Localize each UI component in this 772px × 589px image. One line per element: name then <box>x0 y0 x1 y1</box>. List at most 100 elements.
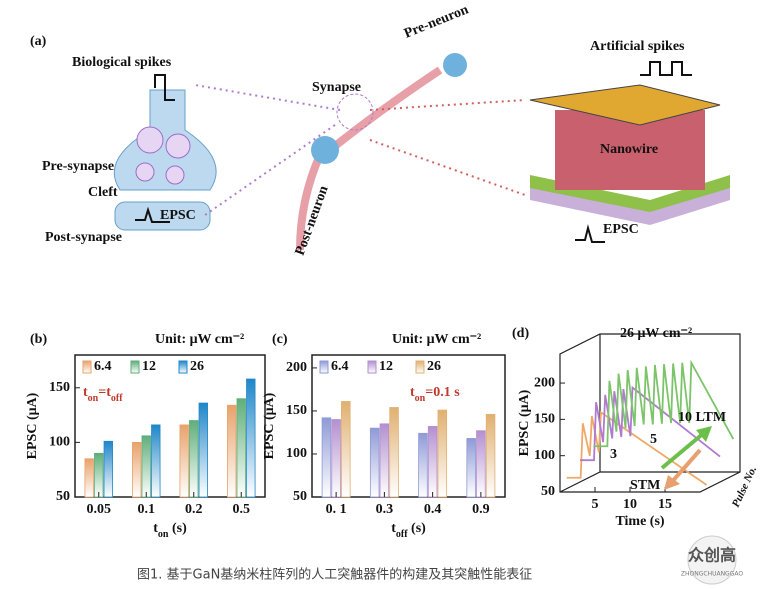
vesicle <box>165 133 191 159</box>
spike-icon <box>154 74 175 101</box>
y-axis-label: EPSC (μA) <box>25 392 40 459</box>
annotation: 3 <box>610 447 617 462</box>
legend-label: 12 <box>379 359 393 374</box>
neuron-body <box>443 53 467 77</box>
y-tick-label: 100 <box>534 448 555 463</box>
x-tick-label: 15 <box>658 497 672 512</box>
vesicle <box>135 162 155 182</box>
x-tick-label: 0.4 <box>424 502 442 517</box>
y-tick-label: 200 <box>534 375 555 390</box>
x-tick-label: 0.5 <box>233 502 251 517</box>
bar <box>466 438 476 498</box>
legend-label: 26 <box>427 359 441 374</box>
x-tick-label: 5 <box>592 497 599 512</box>
bar <box>418 432 428 498</box>
bar <box>94 452 104 498</box>
series-line <box>593 359 735 448</box>
pointer <box>194 84 341 111</box>
panel-label: (a) <box>30 34 47 49</box>
y-tick-label: 200 <box>286 360 307 375</box>
pointer <box>204 124 336 216</box>
bar <box>437 409 448 498</box>
bar <box>331 419 341 498</box>
pointer <box>369 99 526 111</box>
annotation: 5 <box>650 432 657 447</box>
bar <box>246 378 256 498</box>
plot-frame <box>311 354 506 498</box>
y-axis-label: EPSC (μA) <box>517 389 532 456</box>
x-axis-label: ton (s) <box>153 521 187 540</box>
bar <box>389 407 399 498</box>
bar <box>485 413 496 498</box>
bar <box>84 458 94 498</box>
stm-arrow <box>668 448 702 486</box>
x-axis-label: toff (s) <box>391 521 426 540</box>
label: Pre-synapse <box>42 159 114 174</box>
legend-label: 26 <box>190 359 204 374</box>
x-axis-label-part: off <box>396 529 408 540</box>
annotation: 10 LTM <box>678 410 726 425</box>
x-axis-label-part: (s) <box>408 521 427 536</box>
legend-label: 6.4 <box>94 359 112 374</box>
label: Post-synapse <box>45 230 122 245</box>
stm-arrowhead <box>664 475 680 490</box>
y-tick-label: 100 <box>286 446 307 461</box>
bar <box>151 424 161 498</box>
annotation-part: =0.1 s <box>425 385 460 400</box>
label: Nanowire <box>600 142 658 157</box>
epsc-icon <box>135 206 170 223</box>
caption: 图1. 基于GaN基纳米柱阵列的人工突触器件的构建及其突触性能表征 <box>137 567 532 583</box>
bar <box>379 423 390 498</box>
bar <box>103 440 113 498</box>
panel-label: (b) <box>30 332 47 347</box>
y-axis-label: EPSC (μA) <box>262 392 277 459</box>
x-tick-label: 0.2 <box>185 502 203 517</box>
panel-label: (d) <box>512 326 529 341</box>
synapse-circle <box>336 93 374 131</box>
electrode <box>529 84 721 126</box>
label: Synapse <box>312 80 361 95</box>
plot-frame <box>74 354 266 498</box>
annotation-part: t <box>410 385 415 400</box>
vesicle <box>165 165 185 185</box>
watermark: 众创高 <box>688 546 736 565</box>
vesicle <box>136 126 164 154</box>
bar <box>369 427 380 498</box>
y-tick-label: 150 <box>534 412 555 427</box>
bar <box>341 401 351 498</box>
chart-title: 26 μW cm⁻² <box>620 326 692 341</box>
x-axis-label-part: t <box>153 521 158 536</box>
x-tick-label: 0.1 <box>138 502 156 517</box>
bar <box>227 404 237 498</box>
label: Artificial spikes <box>590 39 685 54</box>
y-tick-label: 150 <box>286 403 307 418</box>
y-tick-label: 50 <box>293 489 307 504</box>
legend-swatch <box>367 360 377 374</box>
neuron-body <box>311 136 339 164</box>
watermark-badge <box>687 535 737 585</box>
y-tick-label: 150 <box>49 380 70 395</box>
x-tick-label: 0.9 <box>472 502 490 517</box>
post-synapse-shape <box>114 201 211 231</box>
y-tick-label: 50 <box>541 484 555 499</box>
legend-swatch <box>178 360 188 374</box>
frame-3d <box>559 333 741 493</box>
label: EPSC <box>160 208 196 223</box>
legend-swatch <box>415 360 425 374</box>
annotation-part: t <box>83 385 88 400</box>
panel-label: (c) <box>272 332 288 347</box>
legend-swatch <box>319 360 329 374</box>
annotation: ton=0.1 s <box>410 385 460 404</box>
substrate-layer <box>530 175 730 212</box>
annotation: STM <box>630 478 660 493</box>
bar <box>236 398 246 498</box>
series-line <box>566 410 708 486</box>
label: EPSC <box>603 222 639 237</box>
nanowires <box>555 110 705 190</box>
watermark-sub: ZHONGCHUANGGAO <box>681 571 743 578</box>
bar <box>132 441 142 498</box>
x-tick-label: 0. 1 <box>326 502 347 517</box>
substrate <box>530 185 730 225</box>
bar <box>189 420 199 498</box>
